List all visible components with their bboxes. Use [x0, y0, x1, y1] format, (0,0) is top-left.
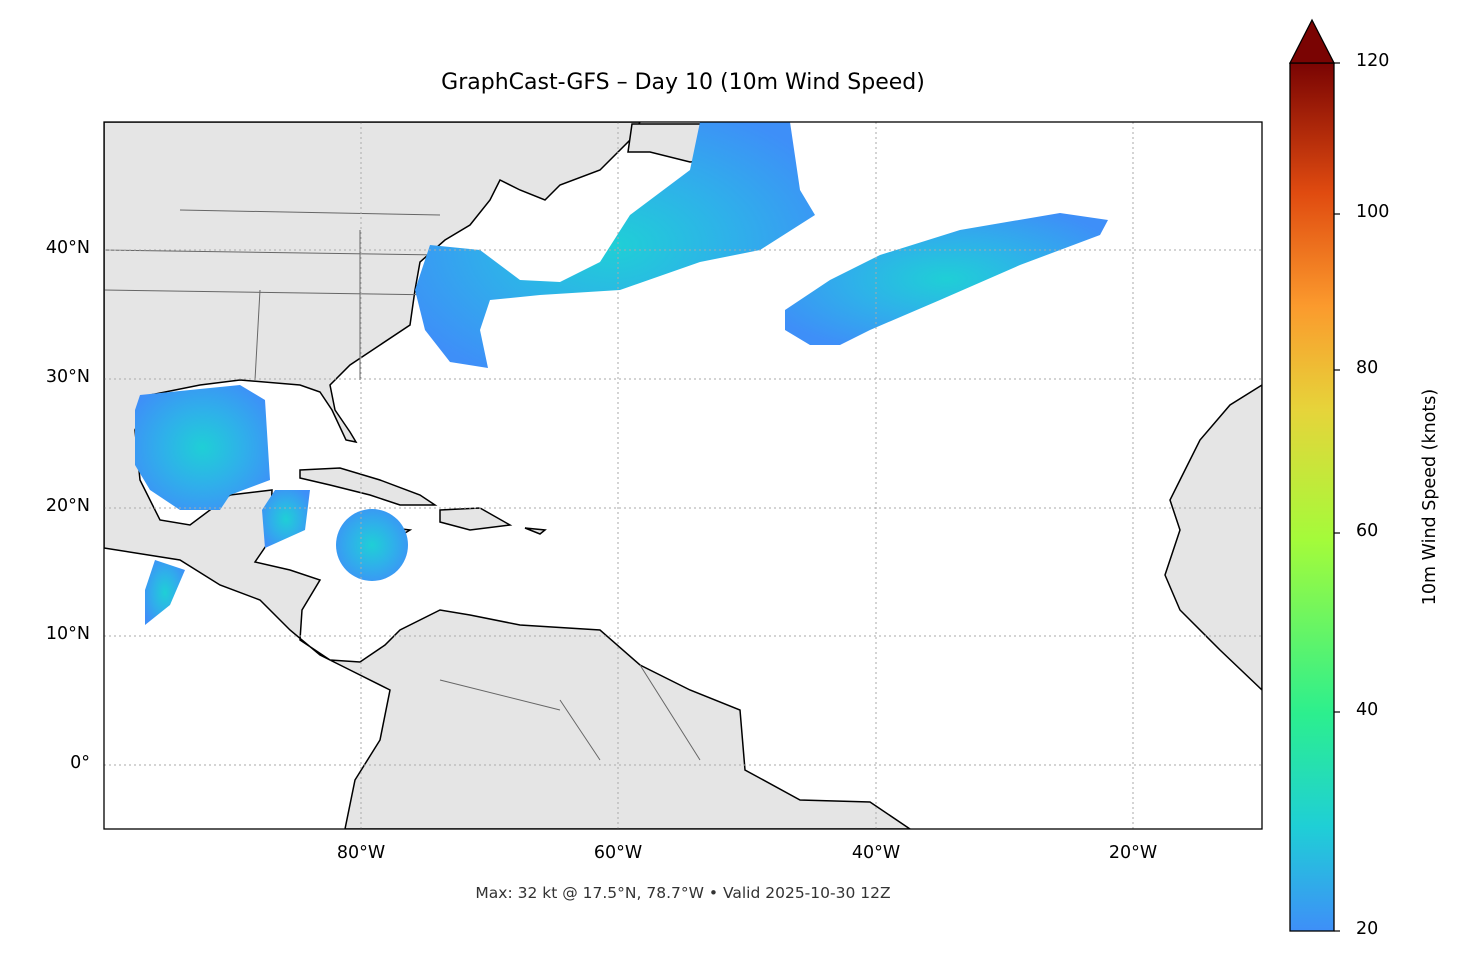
- lon-label: 20°W: [1108, 843, 1158, 863]
- colorbar-extend-arrow: [1288, 18, 1336, 64]
- lon-label: 40°W: [851, 843, 901, 863]
- lon-label: 80°W: [336, 843, 386, 863]
- lat-label: 40°N: [45, 238, 90, 258]
- wind-region-eastern-pacific: [145, 560, 185, 625]
- lon-label: 60°W: [593, 843, 643, 863]
- map-frame: [103, 121, 1263, 830]
- africa: [1164, 384, 1262, 692]
- colorbar: [1288, 18, 1340, 932]
- hispaniola: [439, 507, 513, 531]
- colorbar-tick-label: 80: [1356, 358, 1379, 378]
- wind-region-jamaica-max: [336, 509, 408, 581]
- wind-region-yucatan-channel: [262, 490, 310, 548]
- colorbar-tick-label: 40: [1356, 700, 1379, 720]
- lat-label: 10°N: [45, 624, 90, 644]
- wind-region-central-atlantic: [785, 213, 1108, 345]
- max-wind-footer: Max: 32 kt @ 17.5°N, 78.7°W • Valid 2025…: [475, 884, 891, 902]
- cuba: [299, 467, 438, 506]
- colorbar-title: 10m Wind Speed (knots): [1420, 388, 1440, 606]
- map-title: GraphCast-GFS – Day 10 (10m Wind Speed): [441, 70, 925, 95]
- puerto-rico: [524, 527, 547, 535]
- land: [104, 122, 1262, 829]
- lat-label: 30°N: [45, 367, 90, 387]
- colorbar-tick-label: 100: [1356, 202, 1390, 222]
- colorbar-tick-label: 120: [1356, 51, 1390, 71]
- lat-label: 20°N: [45, 496, 90, 516]
- lat-label: 0°: [70, 753, 90, 773]
- borders: [104, 209, 701, 761]
- wind-region-us-east-coast-to-newfoundland: [415, 122, 815, 368]
- colorbar-tick-label: 20: [1356, 919, 1379, 939]
- gridlines: [104, 122, 1262, 829]
- colorbar-tick-label: 60: [1356, 521, 1379, 541]
- wind-speed-field: [135, 122, 1108, 625]
- wind-region-gulf-of-mexico: [135, 385, 270, 510]
